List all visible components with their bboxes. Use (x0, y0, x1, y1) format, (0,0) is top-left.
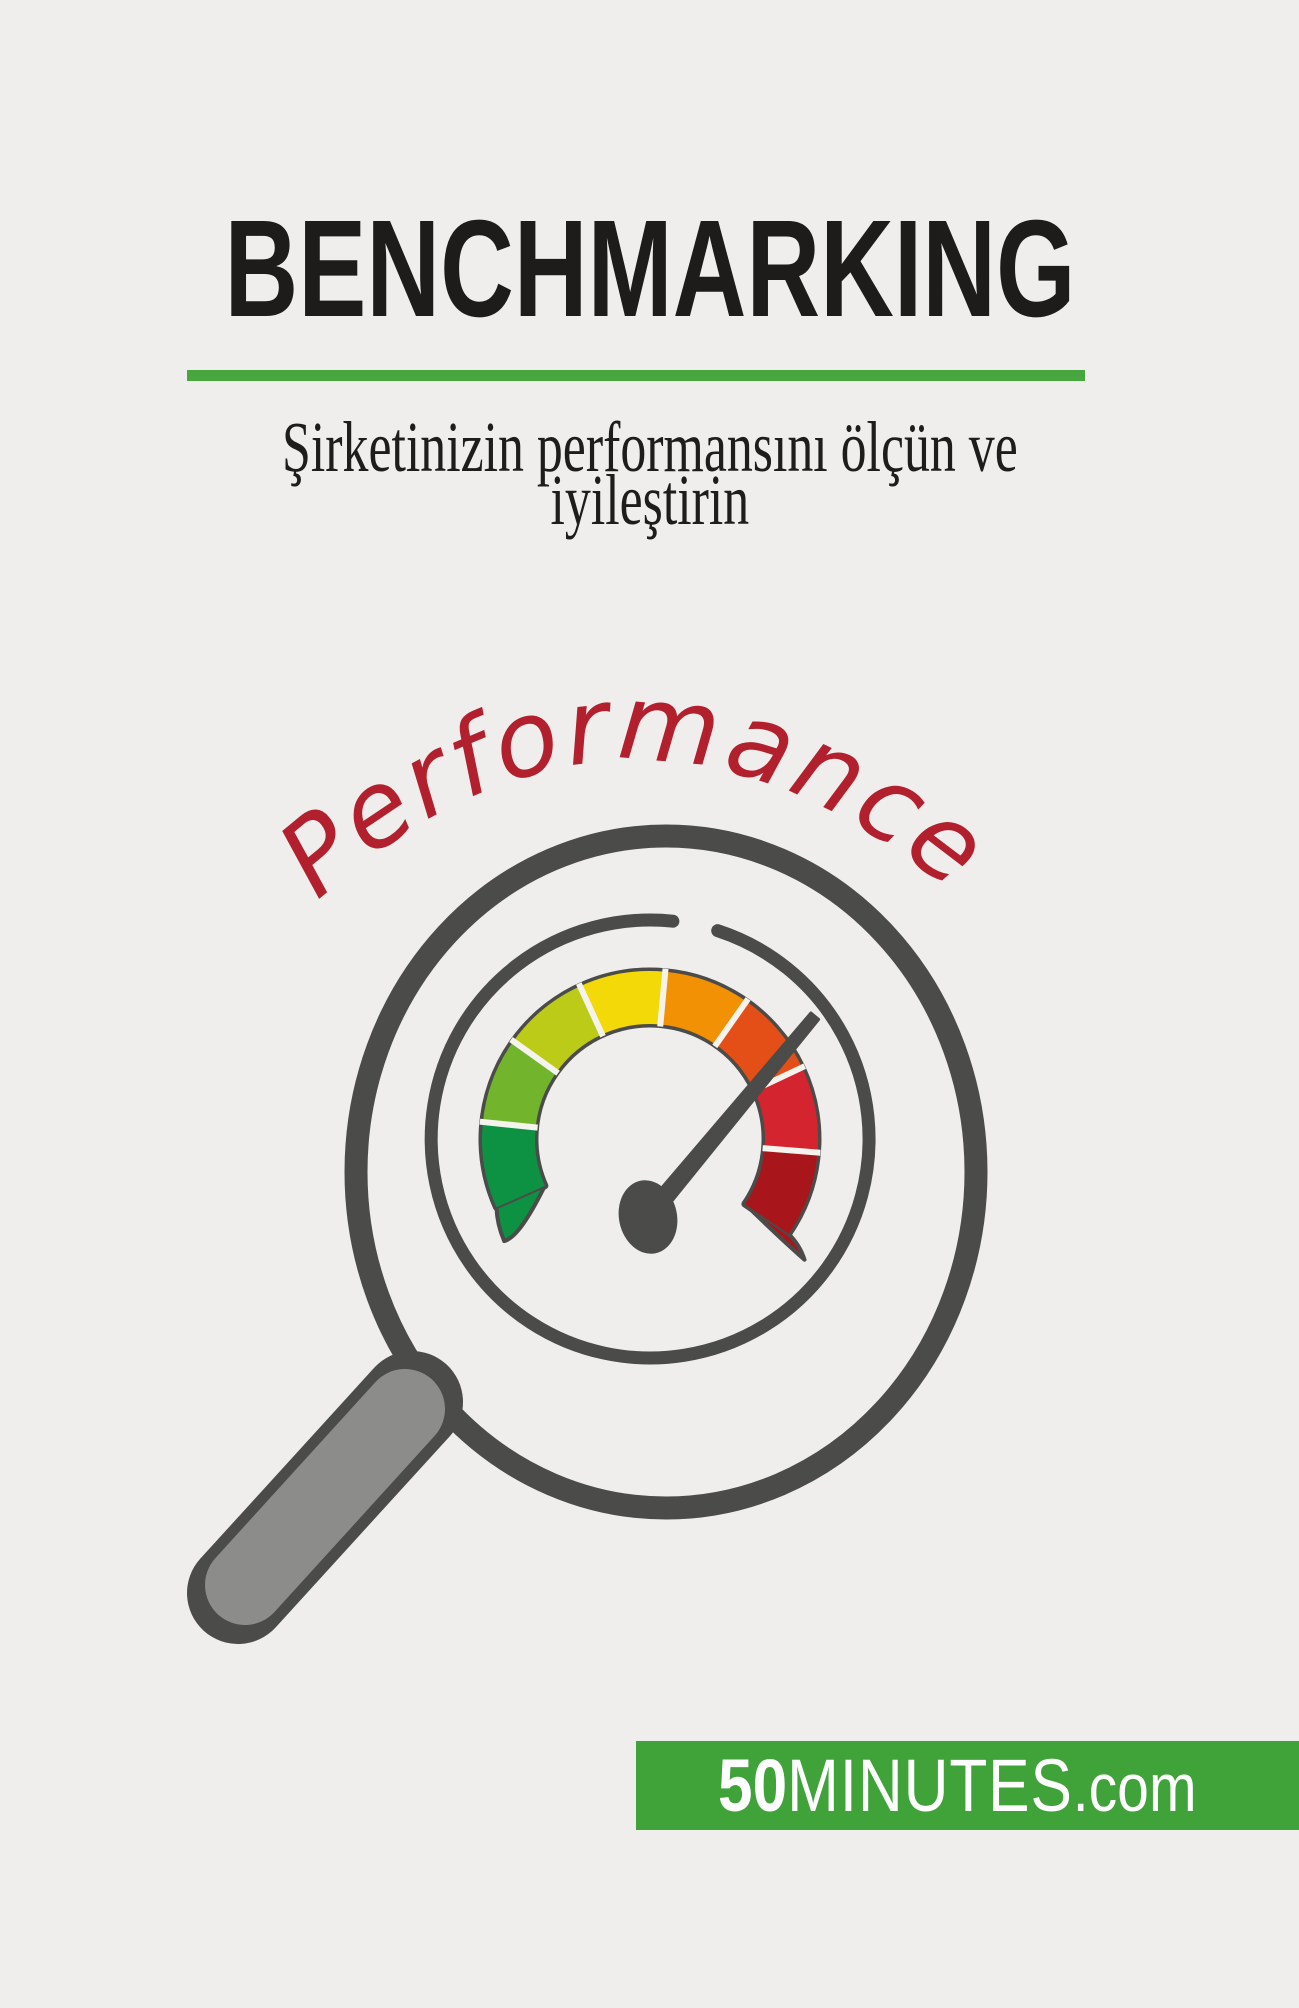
gauge-tail (494, 1183, 547, 1244)
segment-divider (509, 1037, 560, 1076)
gauge-bezel-arc (424, 913, 876, 1365)
title-divider (187, 370, 1085, 381)
needle-hub (618, 1180, 678, 1254)
segment-divider (657, 968, 669, 1027)
subtitle: Şirketinizin performansını ölçün ve iyil… (0, 407, 1299, 540)
performance-label: Performance (255, 660, 1013, 920)
gauge-segment (513, 986, 603, 1073)
logo-suffix: .com (1072, 1750, 1197, 1826)
page-title: BENCHMARKING (0, 200, 1299, 338)
gauge-segment (660, 971, 747, 1045)
subtitle-text: Şirketinizin performansını ölçün ve iyil… (281, 407, 1018, 540)
gauge-segment (482, 1122, 545, 1208)
publisher-logo-bar: 50MINUTES.com (636, 1741, 1299, 1830)
publisher-logo: 50MINUTES.com (718, 1741, 1197, 1833)
segment-divider (712, 997, 751, 1049)
gauge-arrow-tip (742, 1202, 807, 1262)
gauge-segment (482, 1041, 557, 1128)
gauge-segment (580, 971, 666, 1035)
logo-name: MINUTES (787, 1744, 1073, 1827)
performance-label-text: Performance (255, 660, 1009, 920)
subtitle-line-1: Şirketinizin performansını ölçün ve (281, 407, 1018, 487)
lens-circle (344, 824, 988, 1520)
segment-divider (762, 1145, 821, 1156)
magnifier-handle (205, 1369, 445, 1625)
segment-divider (479, 1118, 538, 1131)
page-title-text: BENCHMARKING (224, 192, 1075, 346)
logo-number: 50 (718, 1744, 788, 1827)
gauge-segment (744, 1148, 818, 1234)
gauge-segment (754, 1067, 819, 1153)
segment-divider (576, 982, 606, 1038)
subtitle-line-2: iyileştirin (550, 460, 749, 540)
